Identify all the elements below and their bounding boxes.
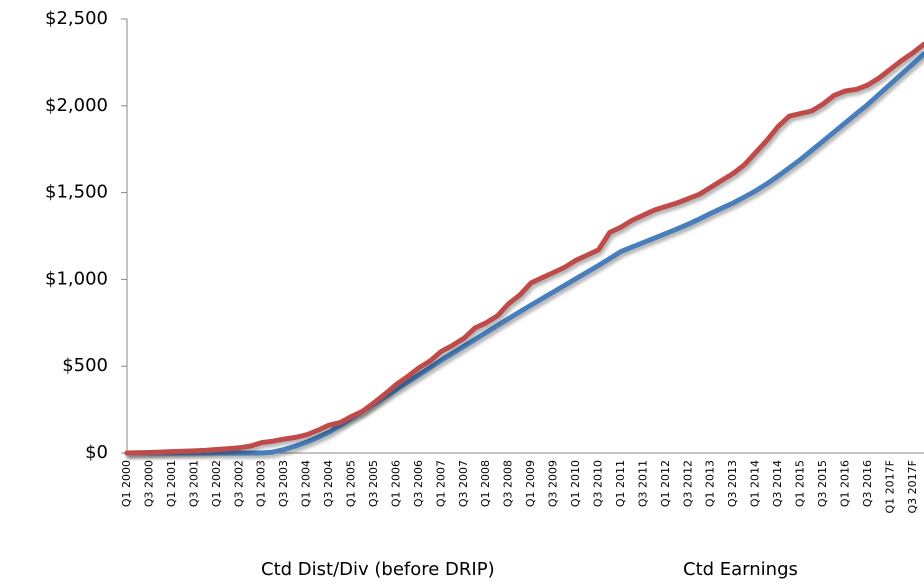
x-tick-label: Q3 2016 (861, 460, 874, 507)
x-tick-label: Q1 2011 (614, 460, 627, 507)
x-tick-label: Q3 2012 (681, 460, 694, 507)
y-tick-label: $1,000 (45, 268, 108, 289)
x-tick-label: Q3 2015 (816, 460, 829, 507)
x-tick-label: Q1 2001 (165, 460, 178, 507)
x-tick-label: Q3 2000 (142, 460, 155, 507)
x-tick-label: Q3 2006 (412, 460, 425, 507)
x-tick-label: Q1 2003 (255, 460, 268, 507)
y-tick-label: $1,500 (45, 182, 108, 203)
x-tick-label: Q3 2017F (906, 460, 919, 513)
x-tick-label: Q1 2004 (300, 460, 313, 507)
legend-label: Ctd Dist/Div (before DRIP) (261, 559, 495, 580)
x-tick-label: Q1 2000 (120, 460, 133, 507)
x-tick-label: Q3 2011 (636, 460, 649, 507)
x-tick-label: Q3 2008 (502, 460, 515, 507)
y-tick-label: $2,500 (45, 8, 108, 29)
x-tick-label: Q3 2007 (457, 460, 470, 507)
x-tick-label: Q3 2001 (187, 460, 200, 507)
x-tick-label: Q1 2017F (883, 460, 896, 513)
x-tick-label: Q3 2009 (547, 460, 560, 507)
x-tick-label: Q3 2004 (322, 460, 335, 507)
x-tick-label: Q1 2002 (210, 460, 223, 507)
x-tick-label: Q3 2010 (591, 460, 604, 507)
x-tick-label: Q1 2016 (838, 460, 851, 507)
x-tick-label: Q1 2008 (479, 460, 492, 507)
x-tick-label: Q3 2002 (232, 460, 245, 507)
x-tick-label: Q1 2009 (524, 460, 537, 507)
y-tick-label: $2,000 (45, 95, 108, 116)
x-tick-label: Q1 2006 (389, 460, 402, 507)
x-tick-label: Q1 2012 (659, 460, 672, 507)
x-tick-label: Q3 2003 (277, 460, 290, 507)
x-tick-label: Q1 2014 (749, 460, 762, 507)
series-line (124, 51, 924, 456)
x-tick-label: Q3 2013 (726, 460, 739, 507)
x-tick-label: Q1 2013 (704, 460, 717, 507)
legend-label: Ctd Earnings (683, 559, 798, 580)
x-tick-label: Q3 2005 (367, 460, 380, 507)
series-line (124, 41, 924, 456)
x-tick-label: Q3 2014 (771, 460, 784, 507)
x-tick-label: Q1 2010 (569, 460, 582, 507)
y-tick-label: $0 (85, 442, 108, 463)
x-tick-label: Q1 2015 (794, 460, 807, 507)
y-tick-label: $500 (62, 355, 108, 376)
x-tick-label: Q1 2007 (434, 460, 447, 507)
x-tick-label: Q1 2005 (345, 460, 358, 507)
